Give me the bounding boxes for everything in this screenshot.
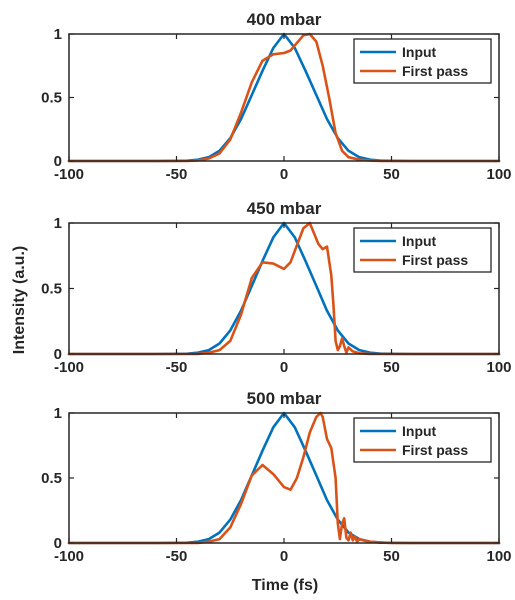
chart-title: 500 mbar [247,389,322,408]
x-tick-label: 100 [486,548,511,565]
y-tick-label: 0.5 [41,281,62,298]
legend-label: First pass [402,252,468,268]
x-tick-label: 50 [383,548,400,565]
x-tick-label: -100 [54,359,84,376]
legend-label: Input [402,423,437,439]
x-tick-label: 0 [280,548,288,565]
chart-panel-1: 400 mbar -100 -50 0 50 100 0 0.5 1 Input First pas… [41,10,511,183]
y-tick-label: 0 [54,535,62,552]
legend: Input First pass [353,227,492,273]
y-tick-label: 0.5 [41,470,62,487]
y-tick-label: 1 [54,215,62,232]
x-tick-label: -50 [166,166,188,183]
first-pass-series-line [67,32,501,163]
legend-label: Input [402,233,437,249]
x-tick-label: -50 [166,359,188,376]
chart-panel-3: 500 mbar -100 -50 0 50 100 0 0.5 1 Input First pas… [41,389,511,565]
chart-title: 450 mbar [247,199,322,218]
x-tick-label: 100 [486,359,511,376]
x-tick-label: 0 [280,359,288,376]
legend-label: First pass [402,442,468,458]
legend: Input First pass [353,38,492,84]
first-pass-series-line [67,221,501,356]
legend-box [353,227,492,273]
x-tick-label: -100 [54,548,84,565]
x-tick-label: 100 [486,166,511,183]
x-tick-label: 50 [383,359,400,376]
x-tick-label: 0 [280,166,288,183]
x-axis-label: Time (fs) [252,577,318,594]
y-tick-label: 0 [54,346,62,363]
legend-label: First pass [402,63,468,79]
y-tick-label: 0.5 [41,90,62,107]
y-tick-label: 1 [54,405,62,422]
legend-box [353,417,492,463]
chart-title: 400 mbar [247,10,322,29]
x-tick-label: 50 [383,166,400,183]
y-tick-label: 0 [54,153,62,170]
y-tick-label: 1 [54,26,62,43]
first-pass-series-line [67,411,501,545]
x-tick-label: -100 [54,166,84,183]
legend: Input First pass [353,417,492,463]
x-tick-label: -50 [166,548,188,565]
legend-box [353,38,492,84]
legend-label: Input [402,44,437,60]
chart-panel-2: 450 mbar -100 -50 0 50 100 0 0.5 1 Input First pas… [41,199,511,376]
y-axis-label: Intensity (a.u.) [11,246,28,354]
